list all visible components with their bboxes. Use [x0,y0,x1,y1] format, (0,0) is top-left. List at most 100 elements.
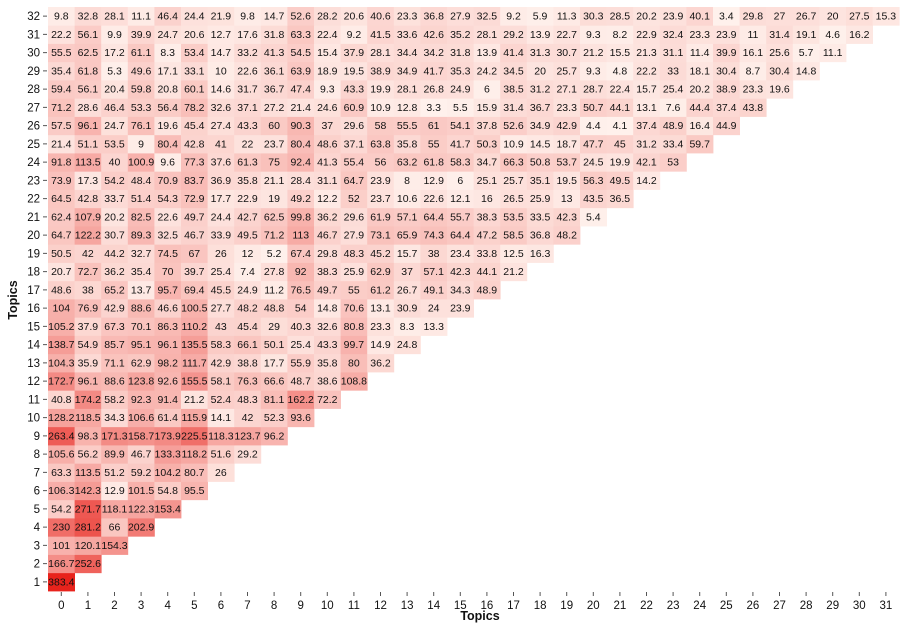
cell-value-label: 56.3 [583,175,604,187]
cell-value-label: 70.6 [344,303,365,315]
cell-value-label: 3.3 [426,102,441,114]
heatmap-cell [181,171,208,190]
cell-value-label: 55.7 [450,211,471,223]
heatmap-cell [500,43,528,63]
cell-value-label: 58.3 [211,339,232,351]
heatmap-cell [447,116,474,136]
heatmap-cell [526,43,554,63]
heatmap-cell [526,134,554,154]
heatmap-cell [48,317,75,336]
heatmap-cell [181,61,208,81]
cell-value-label: 36.2 [104,266,125,278]
heatmap-cell [181,445,208,464]
heatmap-cell [181,116,208,136]
cell-value-label: 29.8 [743,11,764,23]
cell-value-label: 66.1 [237,339,258,351]
cell-value-label: 85.7 [104,339,125,351]
heatmap-cell [314,171,341,190]
cell-value-label: 48.9 [477,284,498,296]
heatmap-cell [686,43,714,63]
heatmap-cell [500,153,528,172]
cell-value-label: 50.5 [51,248,72,260]
cell-value-label: 63.2 [397,157,418,169]
x-tick-label: 31 [880,600,893,612]
cell-value-label: 29.6 [344,211,365,223]
heatmap-cell [101,299,129,318]
cell-value-label: 29.2 [503,29,524,41]
cell-value-label: 40 [109,157,121,169]
cell-value-label: 60 [268,120,280,132]
heatmap-cell [234,61,262,81]
cell-value-label: 73.1 [370,230,391,242]
heatmap-cell [393,134,421,154]
cell-value-label: 35.8 [397,138,418,150]
heatmap-cell [154,25,182,44]
cell-value-label: 56.1 [78,84,99,96]
cell-value-label: 29.6 [344,120,365,132]
cell-value-label: 62.4 [51,211,72,223]
cell-value-label: 34.2 [423,47,444,59]
cell-value-label: 35.9 [78,357,99,369]
heatmap-cell [48,171,75,190]
heatmap-cell [234,445,262,464]
cell-value-label: 38.6 [317,376,338,388]
cell-value-label: 17.3 [78,175,99,187]
heatmap-cell [367,317,395,336]
cell-value-label: 48.2 [237,303,258,315]
x-tick-label: 2 [111,600,117,612]
cell-value-label: 18.7 [556,138,577,150]
cell-value-label: 64.4 [450,230,471,242]
heatmap-cell [154,244,182,263]
heatmap-cell [101,98,129,117]
cell-value-label: 383.4 [48,576,74,588]
cell-value-label: 47.7 [583,138,604,150]
cell-value-label: 41.3 [264,47,285,59]
cell-value-label: 5.2 [267,248,282,260]
cell-value-label: 25.7 [556,65,577,77]
cell-value-label: 118.3 [208,430,234,442]
heatmap-cell [447,43,474,63]
cell-value-label: 49.7 [184,211,205,223]
heatmap-cell [154,207,182,227]
heatmap-cell [48,7,75,26]
cell-value-label: 23.7 [370,193,391,205]
heatmap-cell [207,189,235,209]
cell-value-label: 59.7 [689,138,710,150]
cell-value-label: 43.5 [583,193,604,205]
heatmap-cell [473,207,501,227]
heatmap-cell [633,153,661,172]
x-tick-label: 11 [348,600,360,612]
heatmap-cell [393,226,421,245]
cell-value-label: 26 [215,467,227,479]
heatmap-cell [74,518,102,537]
cell-value-label: 56 [375,157,387,169]
cell-value-label: 23.9 [716,29,737,41]
cell-value-label: 72.2 [317,394,338,406]
cell-value-label: 5.3 [107,65,122,77]
y-tick-label: 9 [34,431,40,443]
cell-value-label: 11.4 [690,47,710,59]
cell-value-label: 37.9 [78,321,99,333]
heatmap-cell [420,43,448,63]
cell-value-label: 53 [667,157,679,169]
cell-value-label: 38.3 [477,211,498,223]
heatmap-cell [393,153,421,172]
heatmap-cell [48,207,75,227]
cell-value-label: 14.5 [530,138,551,150]
cell-value-label: 95.7 [157,284,178,296]
y-tick-label: 13 [27,358,40,370]
cell-value-label: 33.8 [477,248,498,260]
heatmap-cell [207,7,235,26]
heatmap-cell [154,153,182,172]
heatmap-cell [420,25,448,44]
cell-value-label: 43 [215,321,227,333]
heatmap-cell [207,445,235,464]
cell-value-label: 23.3 [556,102,577,114]
heatmap-cell [393,61,421,81]
heatmap-cell [447,134,474,154]
heatmap-cell [101,80,129,99]
cell-value-label: 29.8 [317,248,338,260]
heatmap-cell [260,171,288,190]
heatmap-cell [154,499,182,519]
